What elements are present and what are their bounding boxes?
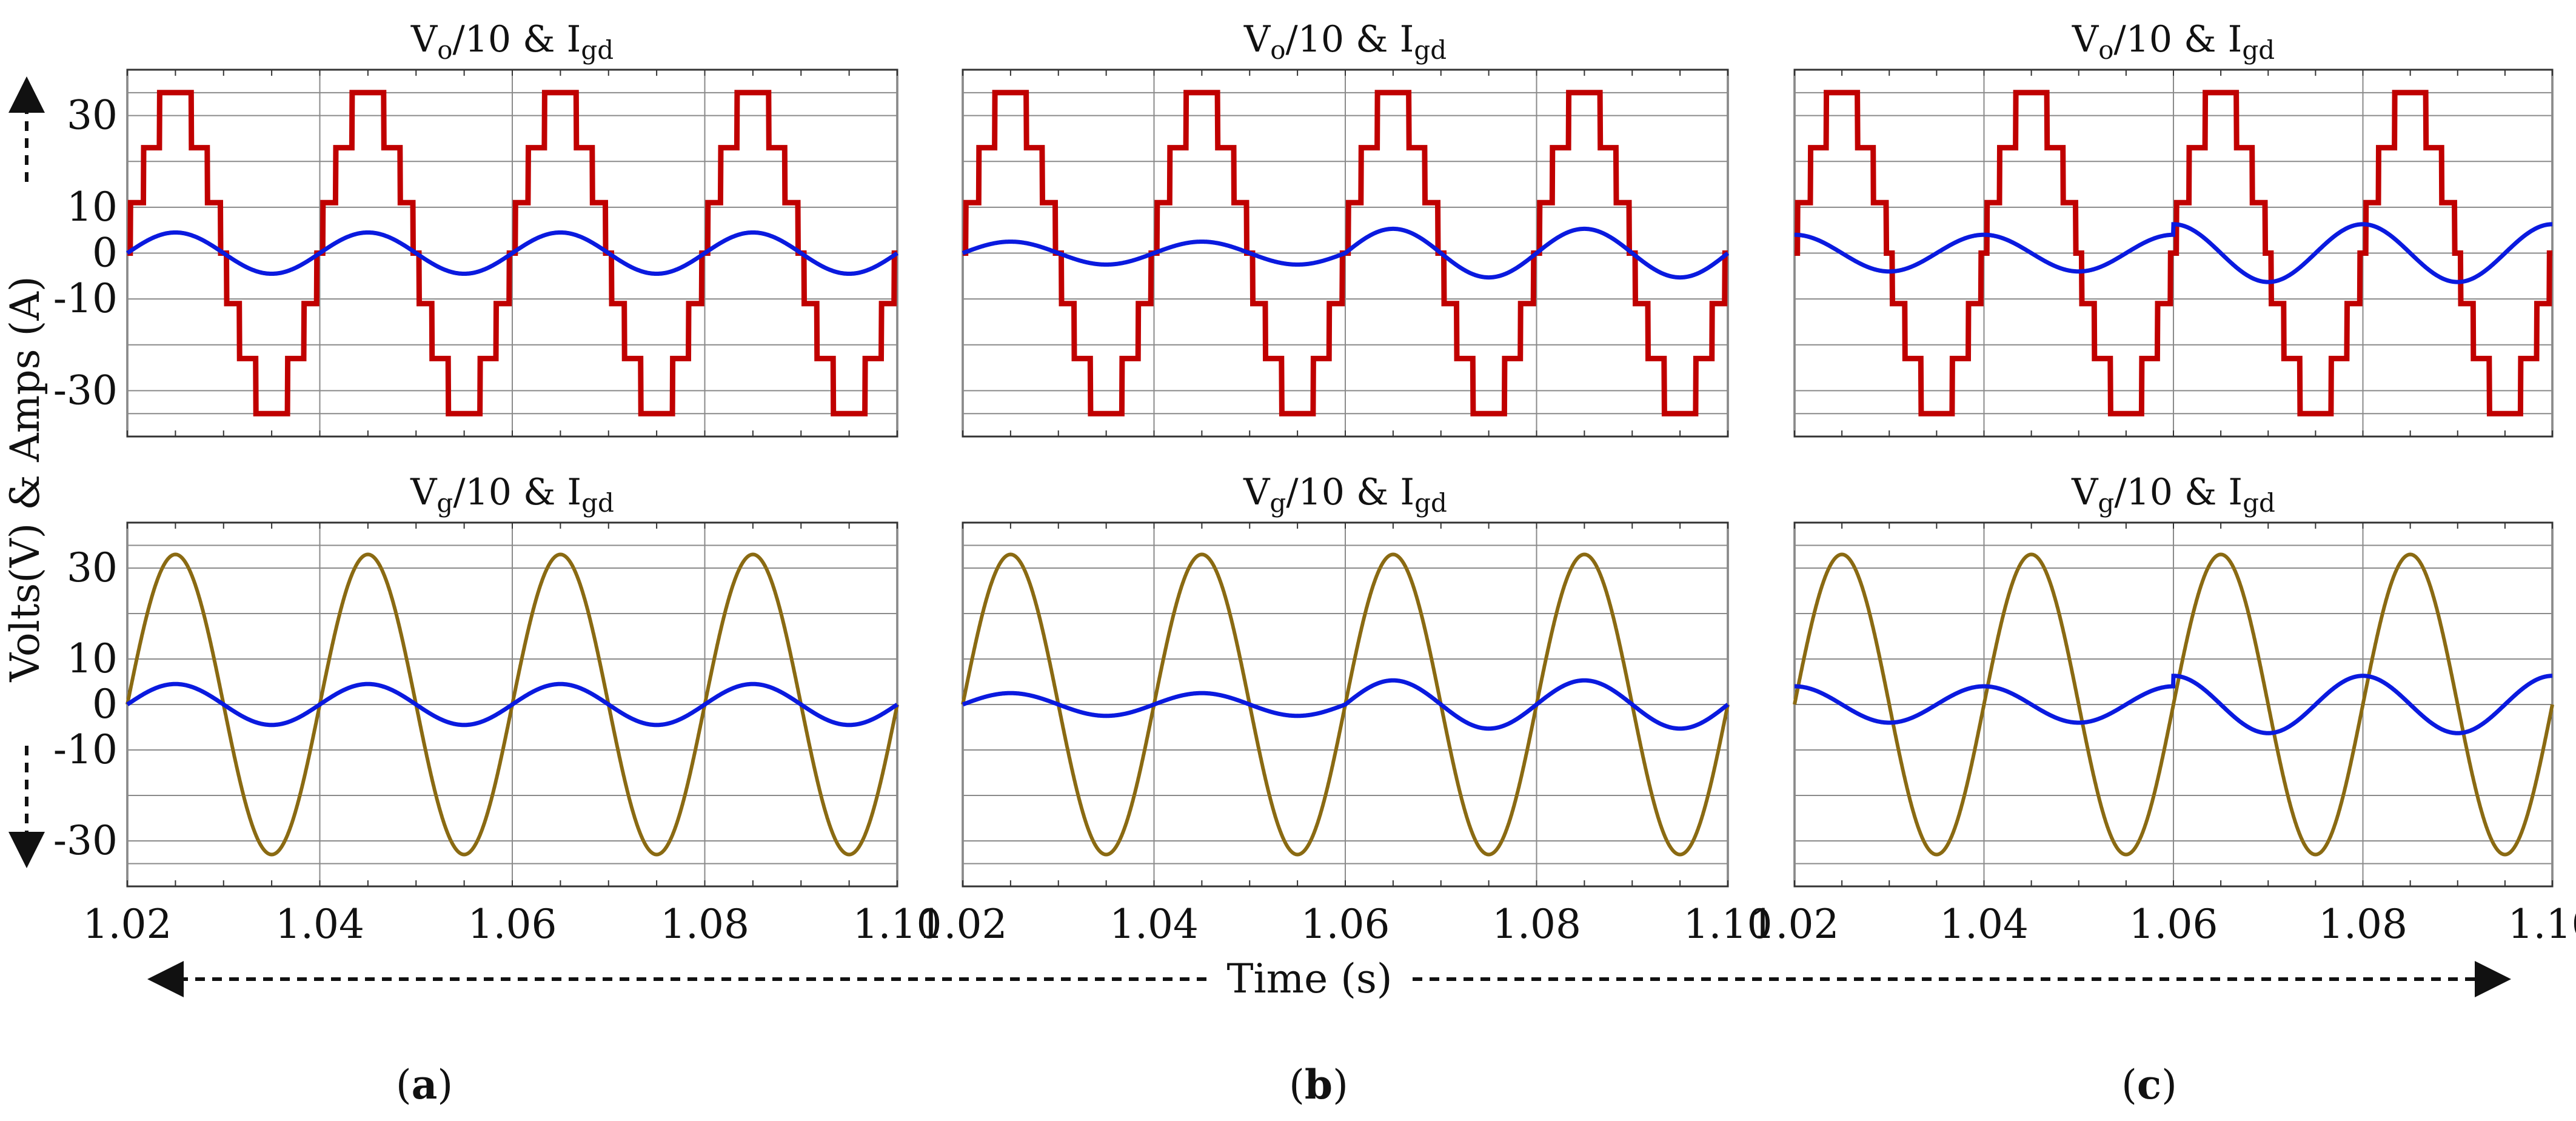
panel-c-bottom: 1.02 1.04 1.06 1.08 1.10 Vg/10 & Igd xyxy=(1750,471,2576,948)
panel-title: Vg/10 & Igd xyxy=(2071,471,2275,518)
y-tick-label: 0 xyxy=(92,230,118,276)
caption-c: (c) xyxy=(2121,1061,2177,1108)
panel-c-top: Vo/10 & Igd xyxy=(1793,18,2554,438)
panel-title: Vo/10 & Igd xyxy=(2072,18,2275,65)
captions: (a) (b) (c) xyxy=(396,1061,2177,1108)
panel-a-top: 30 100-10 -30 Vo/10 & Igd xyxy=(53,18,899,438)
x-tick-label: 1.06 xyxy=(2129,901,2218,948)
x-tick-label: 1.08 xyxy=(660,901,749,948)
series-vo10-line xyxy=(1795,90,2552,417)
panel-a-bottom: 30 100-10 -30 1.02 1.04 1.06 1.08 1.10 Vg/10 & I… xyxy=(53,471,942,948)
x-tick-label: 1.02 xyxy=(918,901,1008,948)
x-tick-label: 1.04 xyxy=(1939,901,2029,948)
panel-b-top: Vo/10 & Igd xyxy=(962,18,1730,438)
x-tick-label: 1.08 xyxy=(1492,901,1581,948)
series-igd-line xyxy=(125,681,899,728)
x-tick-label: 1.10 xyxy=(1684,901,1773,948)
x-tick-label: 1.02 xyxy=(83,901,172,948)
y-tick-label: 30 xyxy=(67,92,118,139)
x-axis-annotation: Time (s) xyxy=(147,955,2511,1003)
panel-title: Vg/10 & Igd xyxy=(1243,471,1447,518)
y-tick-label: 10 xyxy=(67,184,118,230)
panel-title: Vo/10 & Igd xyxy=(410,18,614,65)
series-vg10-line xyxy=(1793,552,2554,857)
panel-b-bottom: 1.02 1.04 1.06 1.08 1.10 Vg/10 & Igd xyxy=(918,471,1773,948)
x-tick-label: 1.06 xyxy=(1301,901,1390,948)
y-tick-label: -10 xyxy=(53,275,118,322)
x-tick-label: 1.08 xyxy=(2318,901,2407,948)
x-tick-label: 1.02 xyxy=(1750,901,1839,948)
x-tick-label: 1.10 xyxy=(853,901,942,948)
x-tick-label: 1.06 xyxy=(468,901,557,948)
x-tick-label: 1.04 xyxy=(1109,901,1199,948)
y-axis-label: Volts(V) & Amps (A) xyxy=(2,276,49,682)
series-igd-line xyxy=(125,230,899,276)
panel-title: Vo/10 & Igd xyxy=(1243,18,1447,65)
caption-a: (a) xyxy=(396,1061,453,1108)
x-tick-label: 1.04 xyxy=(275,901,364,948)
series-igd-line xyxy=(962,226,1730,280)
panel-title: Vg/10 & Igd xyxy=(410,471,614,518)
series-igd-line xyxy=(1795,222,2552,284)
y-tick-label: 10 xyxy=(67,635,118,682)
y-tick-label: 0 xyxy=(92,681,118,728)
y-tick-label: -30 xyxy=(53,367,118,413)
y-tick-label: -30 xyxy=(53,817,118,864)
series-igd-line xyxy=(962,678,1730,731)
series-igd-line xyxy=(1795,674,2552,735)
x-tick-label: 1.10 xyxy=(2508,901,2576,948)
y-tick-label: 30 xyxy=(67,544,118,591)
y-tick-label: -10 xyxy=(53,726,118,773)
y-axis-annotation: Volts(V) & Amps (A) xyxy=(2,76,49,868)
caption-b: (b) xyxy=(1289,1061,1348,1108)
x-axis-label: Time (s) xyxy=(1226,955,1392,1002)
